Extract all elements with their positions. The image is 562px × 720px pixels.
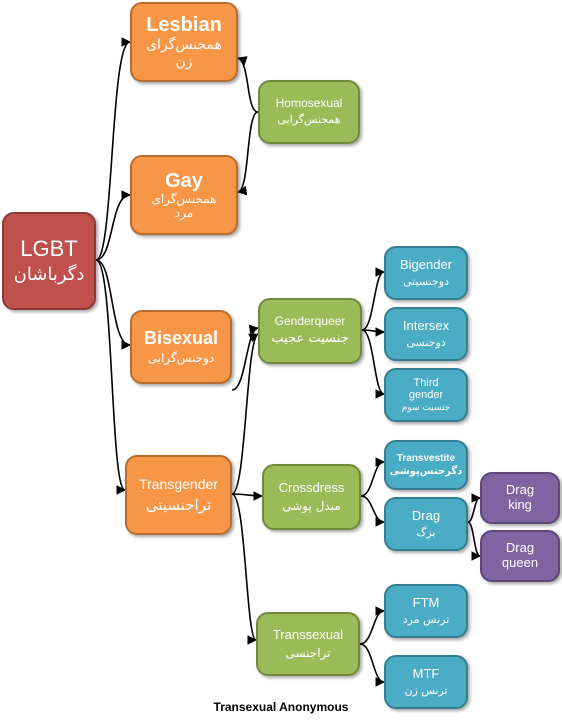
connector-transsexual-ftm <box>359 606 385 645</box>
node-drag-queen: Drag queen <box>480 530 560 582</box>
node-transgender-fa: تراجنسیتی <box>145 495 212 514</box>
node-gay-fa1: همجنس‌گرای <box>151 191 217 206</box>
node-genderqueer-en: Genderqueer <box>274 313 346 328</box>
node-genderqueer: Genderqueer جنسیت عجیب <box>258 298 362 364</box>
node-ftm-en: FTM <box>412 594 440 610</box>
node-drag: Drag بزگ <box>384 497 468 551</box>
connector-bisexual-genderqueer <box>231 324 259 391</box>
node-homosexual: Homosexual همجنس‌گرایی <box>258 80 360 144</box>
node-third-gender-en2: gender <box>408 389 444 402</box>
connector-drag-queen <box>467 521 481 561</box>
node-lgbt: LGBT دگرباشان <box>2 212 96 310</box>
node-intersex: Intersex دوجنسی <box>384 307 468 361</box>
node-ftm-fa: ترنس مرد <box>402 612 450 626</box>
node-lesbian-fa1: همجنس‌گرای <box>146 37 222 54</box>
connector-homosexual-gay <box>237 111 259 196</box>
node-transsexual-fa: تراجنسی <box>285 645 331 660</box>
node-mtf-en: MTF <box>412 665 440 681</box>
node-bigender: Bigender دوجنسیتی <box>384 246 468 300</box>
node-gay-fa2: مرد <box>174 205 194 220</box>
node-drag-king: Drag king <box>480 472 560 524</box>
node-lesbian: Lesbian همجنس‌گرای زن <box>130 2 238 82</box>
node-genderqueer-fa: جنسیت عجیب <box>271 331 349 347</box>
connector-genderqueer-third-gender <box>361 329 385 399</box>
node-gay: Gay همجنس‌گرای مرد <box>130 155 238 235</box>
node-bisexual-fa: دوجنس‌گرایی <box>147 351 215 366</box>
connector-transsexual-mtf <box>359 643 385 687</box>
node-crossdress: Crossdress مبدل پوشی <box>262 464 361 530</box>
node-transvestite: Transvestite دگرجنس‌پوشی <box>384 440 468 490</box>
node-crossdress-en: Crossdress <box>278 479 345 495</box>
node-drag-queen-en1: Drag <box>505 540 535 556</box>
node-intersex-fa: دوجنسی <box>406 335 446 349</box>
connector-root-bisexual <box>95 259 131 350</box>
node-homosexual-en: Homosexual <box>275 96 343 111</box>
node-mtf: MTF ترنس زن <box>384 655 468 709</box>
node-drag-king-en1: Drag <box>505 482 535 498</box>
node-bisexual: Bisexual دوجنس‌گرایی <box>130 310 232 384</box>
node-transsexual: Transsexual تراجنسی <box>256 612 360 676</box>
node-third-gender-fa: جنسیت سوم <box>401 402 451 413</box>
footer-caption: Transexual Anonymous <box>213 700 349 714</box>
node-transvestite-en: Transvestite <box>396 452 456 464</box>
node-gay-en: Gay <box>165 169 203 192</box>
node-drag-en: Drag <box>411 507 441 523</box>
node-bigender-en: Bigender <box>399 256 453 272</box>
node-transgender-en: Transgender <box>139 475 218 492</box>
node-lesbian-fa2: زن <box>175 53 193 70</box>
node-transvestite-fa: دگرجنس‌پوشی <box>389 466 463 477</box>
node-third-gender-en1: Third <box>413 376 439 389</box>
connector-root-lesbian <box>95 37 131 261</box>
connector-homosexual-lesbian <box>237 56 259 113</box>
connector-transgender-crossdress <box>231 491 263 501</box>
node-bigender-fa: دوجنسیتی <box>403 274 449 288</box>
connector-root-gay <box>95 190 131 261</box>
connector-root-transgender <box>95 259 126 495</box>
connector-drag-king <box>467 493 481 523</box>
node-third-gender: Third gender جنسیت سوم <box>384 368 468 422</box>
connector-genderqueer-bigender <box>361 267 385 331</box>
node-lesbian-en: Lesbian <box>146 14 222 37</box>
connector-genderqueer-intersex <box>361 327 385 337</box>
node-transgender: Transgender تراجنسیتی <box>125 455 232 535</box>
connector-crossdress-drag <box>360 495 385 527</box>
connector-transgender-transsexual <box>231 493 257 645</box>
node-mtf-fa: ترنس زن <box>404 683 448 697</box>
node-drag-queen-en2: queen <box>501 555 539 570</box>
node-homosexual-fa: همجنس‌گرایی <box>277 113 341 127</box>
connector-crossdress-transvestite <box>360 457 385 497</box>
node-intersex-en: Intersex <box>402 317 450 333</box>
connector-transgender-genderqueer <box>231 333 259 495</box>
node-transsexual-en: Transsexual <box>272 626 344 642</box>
node-bisexual-en: Bisexual <box>143 327 219 348</box>
node-ftm: FTM ترنس مرد <box>384 584 468 638</box>
node-lgbt-en: LGBT <box>20 236 78 261</box>
node-lgbt-fa: دگرباشان <box>13 264 85 286</box>
node-drag-king-en2: king <box>508 497 532 512</box>
node-drag-fa: بزگ <box>416 525 436 539</box>
node-crossdress-fa: مبدل پوشی <box>282 498 341 513</box>
